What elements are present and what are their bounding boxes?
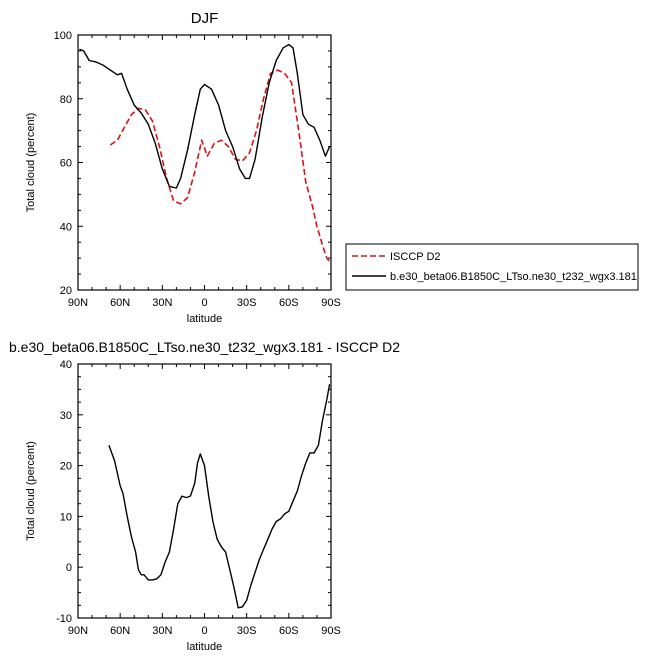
legend-entry-1: b.e30_beta06.B1850C_LTso.ne30_t232_wgx3.… xyxy=(390,271,637,283)
x-tick-label: 60S xyxy=(279,625,299,637)
x-tick-label: 60N xyxy=(110,297,130,309)
x-axis-label: latitude xyxy=(187,313,222,325)
x-tick-label: 60N xyxy=(110,625,130,637)
series-line-0-0 xyxy=(109,69,331,262)
y-tick-label: 100 xyxy=(54,30,72,42)
y-tick-label: 20 xyxy=(60,461,72,473)
plot-frame xyxy=(77,363,332,619)
y-tick-label: 60 xyxy=(60,158,72,170)
y-tick-label: 80 xyxy=(60,94,72,106)
legend-box xyxy=(345,243,639,291)
y-tick-label: 20 xyxy=(60,285,72,297)
chart-title: DJF xyxy=(191,10,219,27)
x-axis-label: latitude xyxy=(187,641,222,653)
top-plot: 90N 60N 30N 0 30S 60S 90S 20 40 60 80 100 latitude To… xyxy=(25,10,341,325)
x-tick-label: 90S xyxy=(321,625,341,637)
y-tick-label: 40 xyxy=(60,359,72,371)
x-tick-label: 30S xyxy=(237,297,257,309)
x-tick-label: 30N xyxy=(152,625,172,637)
legend-entry-0: ISCCP D2 xyxy=(390,251,441,263)
y-tick-label: 40 xyxy=(60,221,72,233)
x-tick-label: 90N xyxy=(68,297,88,309)
y-axis-label: Total cloud (percent) xyxy=(25,441,37,541)
chart-title: b.e30_beta06.B1850C_LTso.ne30_t232_wgx3.… xyxy=(9,339,400,355)
bottom-plot: 90N 60N 30N 0 30S 60S 90S -10 0 10 20 30 40 latitude T… xyxy=(9,339,400,653)
x-tick-label: 60S xyxy=(279,297,299,309)
y-tick-label: 10 xyxy=(60,511,72,523)
y-axis-label: Total cloud (percent) xyxy=(25,113,37,213)
legend: ISCCP D2 b.e30_beta06.B1850C_LTso.ne30_t2… xyxy=(345,243,639,291)
y-tick-label: 0 xyxy=(66,562,72,574)
x-tick-label: 0 xyxy=(201,625,207,637)
series-line-1-0 xyxy=(108,384,331,609)
y-tick-label: 30 xyxy=(60,410,72,422)
x-tick-label: 90N xyxy=(68,625,88,637)
x-tick-label: 90S xyxy=(321,297,341,309)
y-tick-label: -10 xyxy=(56,613,72,625)
x-tick-label: 30S xyxy=(237,625,257,637)
x-tick-label: 30N xyxy=(152,297,172,309)
series-line-0-1 xyxy=(79,43,331,189)
x-tick-label: 0 xyxy=(201,297,207,309)
